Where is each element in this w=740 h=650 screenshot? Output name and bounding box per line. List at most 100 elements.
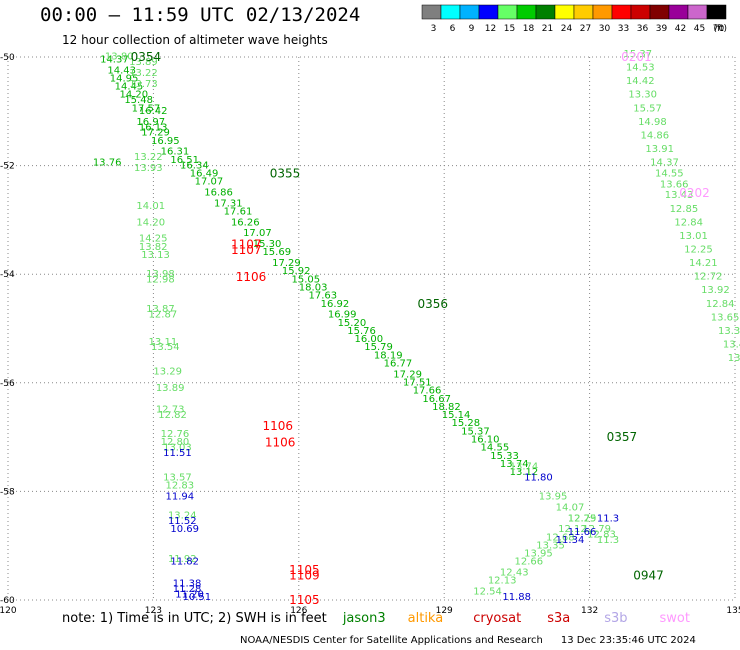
wave-height-point: 11.80 [524, 473, 553, 484]
colorbar-swatch [573, 4, 594, 20]
colorbar-swatch [440, 4, 461, 20]
wave-height-point: 16.31 [161, 147, 190, 158]
wave-height-point: 13.91 [645, 144, 674, 155]
colorbar-swatch [535, 4, 556, 20]
colorbar-label: 30 [599, 24, 611, 34]
wave-height-point: 16.34 [180, 160, 209, 171]
wave-height-point: 15.30 [253, 239, 282, 250]
pass-label: 1106 [236, 270, 267, 284]
wave-height-point: 15.76 [347, 326, 376, 337]
wave-height-point: 12.54 [473, 587, 502, 598]
pass-label: 1106 [265, 436, 296, 450]
wave-height-point: 17.07 [195, 177, 224, 188]
colorbar-label: 39 [656, 24, 668, 34]
satellite-legend-jason3: jason3 [342, 611, 386, 626]
wave-height-point: 16.13 [139, 122, 168, 133]
x-tick-label: 126 [290, 606, 307, 616]
wave-height-point: 13.73 [129, 79, 158, 90]
wave-height-point: 14.25 [139, 234, 168, 245]
wave-height-point: 14.07 [556, 502, 585, 513]
wave-height-point: 15.48 [124, 95, 153, 106]
wave-height-point: 12.76 [161, 429, 190, 440]
x-tick-label: 132 [581, 606, 598, 616]
wave-height-point: 14.21 [689, 258, 718, 269]
x-tick-label: 135 [726, 606, 740, 616]
wave-height-point: 14.45 [115, 82, 144, 93]
wave-height-point: 15.37 [624, 49, 653, 60]
satellite-legend-altika: altika [407, 611, 444, 626]
wave-height-point: 16.97 [136, 117, 165, 128]
wave-height-point: 13.89 [129, 57, 158, 68]
pass-label: 1105 [289, 563, 320, 577]
pass-label: 0354 [131, 50, 162, 64]
wave-height-point: 16.00 [355, 334, 384, 345]
wave-height-point: 12.98 [146, 274, 175, 285]
pass-label: 0947 [633, 569, 664, 583]
wave-height-point: 13.95 [539, 492, 568, 503]
colorbar-swatch [497, 4, 518, 20]
wave-height-point: 12.82 [158, 410, 187, 421]
wave-height-point: 13.92 [701, 285, 730, 296]
pass-label: 1109 [289, 569, 320, 583]
x-tick-label: 120 [0, 606, 17, 616]
wave-height-point: 16.51 [170, 155, 199, 166]
wave-height-point: 16.26 [231, 217, 260, 228]
colorbar-label: 9 [469, 24, 475, 34]
y-tick-label: -50 [0, 53, 15, 63]
colorbar-label: 15 [504, 24, 515, 34]
wave-height-point: 14.42 [626, 76, 655, 87]
wave-height-point: 13.01 [679, 231, 708, 242]
wave-height-point: 11.52 [168, 516, 197, 527]
colorbar-label: 18 [523, 24, 535, 34]
colorbar-label: 27 [580, 24, 591, 34]
wave-height-point: 12.87 [149, 310, 178, 321]
wave-height-point: 14.20 [119, 90, 148, 101]
y-tick-label: -56 [0, 379, 15, 389]
x-tick-label: 123 [145, 606, 162, 616]
wave-height-point: 12.13 [488, 576, 517, 587]
colorbar-swatch [459, 4, 480, 20]
wave-height-point: 12.43 [500, 568, 529, 579]
colorbar-legend: 3 6 9 12 15 18 21 24 27 30 33 36 39 42 45 70(ft) [421, 4, 727, 34]
wave-height-point: 13.22 [134, 152, 163, 163]
wave-height-point: 12.75 [568, 513, 597, 524]
wave-height-point: 12.68 [546, 532, 575, 543]
wave-height-point: 16.67 [422, 394, 451, 405]
wave-height-point: 18.82 [432, 402, 461, 413]
wave-height-point: 11.20 [175, 589, 204, 600]
wave-height-point: 11.66 [568, 527, 597, 538]
wave-height-point: 12.12 [558, 524, 587, 535]
colorbar-label: 45 [694, 24, 705, 34]
wave-height-point: 13.13 [141, 250, 170, 261]
wave-height-point: 13.12 [510, 467, 539, 478]
colorbar-label: 33 [618, 24, 629, 34]
colorbar-unit: (ft) [713, 24, 727, 34]
wave-height-point: 15.37 [461, 426, 490, 437]
wave-height-point: 13.82 [139, 242, 168, 253]
satellite-legend-s3a: s3a [547, 611, 571, 626]
wave-height-point: 12.85 [670, 204, 699, 215]
wave-height-point: 13.87 [146, 304, 175, 315]
wave-height-point: 11.51 [163, 448, 192, 459]
y-tick-label: -60 [0, 596, 15, 606]
wave-height-point: 15.20 [338, 318, 367, 329]
colorbar-label: 21 [542, 24, 553, 34]
wave-height-point: 14.95 [110, 73, 139, 84]
pass-label: 0202 [679, 186, 710, 200]
wave-height-point: 18.19 [374, 350, 403, 361]
pass-label: 1107 [231, 237, 262, 251]
wave-height-point: 13.95 [524, 549, 553, 560]
wave-height-point: 13.80 [105, 52, 134, 63]
wave-height-point: 13.74 [510, 462, 539, 473]
wave-height-point: 13.03 [163, 443, 192, 454]
wave-height-point: 11.3 [597, 513, 619, 524]
colorbar-swatch [592, 4, 613, 20]
wave-height-point: 15.33 [490, 451, 519, 462]
wave-height-point: 13.22 [129, 68, 158, 79]
wave-height-point: 13.29 [153, 367, 182, 378]
wave-height-point: 11.94 [166, 492, 195, 503]
y-tick-label: -54 [0, 270, 15, 280]
wave-height-point: 14.55 [655, 168, 684, 179]
